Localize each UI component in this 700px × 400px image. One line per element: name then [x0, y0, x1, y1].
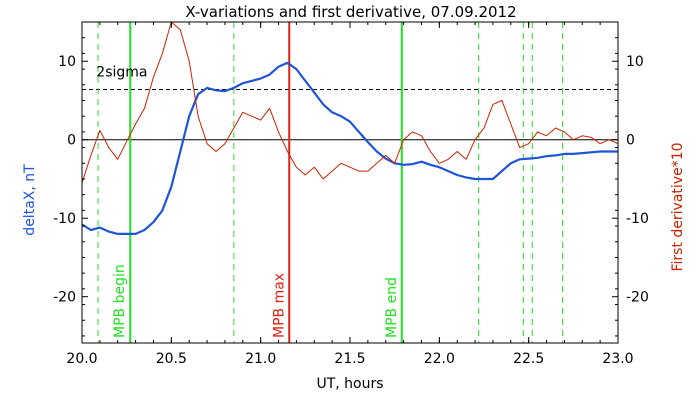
series-line-derivative	[82, 22, 618, 184]
threshold-label: 2sigma	[96, 64, 147, 80]
y-tick-label-right: -10	[626, 211, 649, 227]
y-tick-label-right: -20	[626, 290, 649, 306]
y-tick-label-right: 10	[626, 54, 644, 70]
x-axis-label: UT, hours	[316, 376, 383, 392]
y-axis-label-right: First derivative*10	[670, 142, 686, 271]
x-tick-label: 21.0	[245, 351, 276, 367]
y-tick-label-left: 10	[58, 54, 76, 70]
x-tick-label: 21.5	[334, 351, 365, 367]
plot-frame	[81, 21, 619, 344]
x-tick-label: 22.5	[513, 351, 544, 367]
x-tick-label: 20.5	[156, 351, 187, 367]
x-tick-label: 20.0	[66, 351, 97, 367]
marker-label: MPB max	[271, 273, 287, 338]
plot-content	[82, 22, 618, 343]
chart-title: X-variations and first derivative, 07.09…	[185, 3, 516, 21]
marker-label: MPB begin	[112, 264, 128, 338]
plot-area: 2sigma MPB begin MPB max MPB end	[82, 22, 618, 343]
y-tick-label-left: 0	[67, 133, 76, 149]
x-tick-label: 22.0	[424, 351, 455, 367]
axis-ticks: 20.0 20.5 21.0 21.5 22.0 22.5 23.0 10 10 0 0 -10 -10…	[53, 21, 649, 367]
y-tick-label-left: -20	[53, 290, 76, 306]
y-axis-label-left: deltaX, nT	[22, 164, 38, 236]
y-tick-label-left: -10	[53, 211, 76, 227]
marker-label: MPB end	[384, 277, 400, 338]
x-tick-label: 23.0	[602, 351, 633, 367]
y-tick-label-right: 0	[626, 133, 635, 149]
series-line-deltax	[82, 61, 618, 235]
